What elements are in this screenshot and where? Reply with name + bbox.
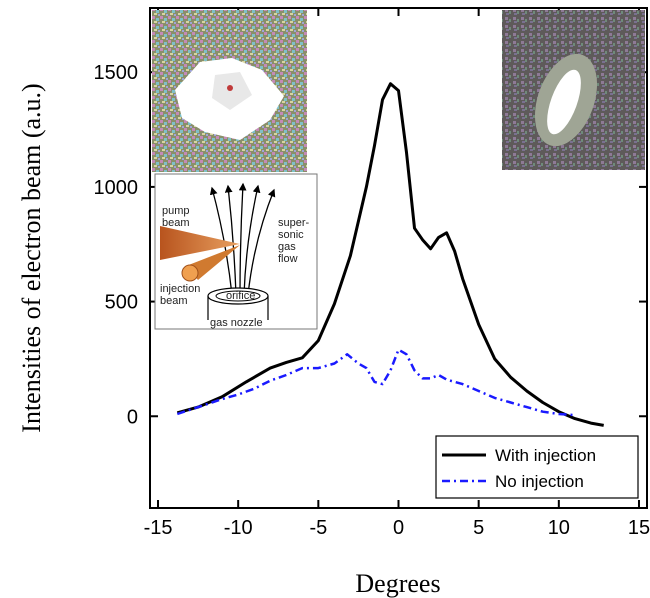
series-layer (176, 82, 604, 427)
pump-beam-label: pump beam (162, 205, 190, 229)
legend: With injection No injection (435, 435, 639, 499)
y-tick-label: 1000 (94, 177, 139, 199)
series-line-with-injection (176, 82, 604, 427)
x-axis: -15 -10 -5 0 5 10 15 (144, 8, 650, 539)
legend-label-no-injection: No injection (495, 472, 584, 491)
x-axis-title: Degrees (355, 569, 440, 598)
x-tick-label: -15 (144, 517, 173, 539)
legend-label-with-injection: With injection (495, 446, 596, 465)
injection-beam-shape (186, 245, 240, 280)
x-tick-label: 10 (548, 517, 570, 539)
y-tick-label: 1500 (94, 62, 139, 84)
pump-beam-shape (160, 226, 240, 260)
x-tick-label: -5 (309, 517, 327, 539)
inset-image-no-injection (502, 10, 645, 170)
setup-schematic: pump beam injection beam super-sonic gas flow o… (154, 173, 318, 330)
x-tick-label: 0 (393, 517, 404, 539)
series-line-no-injection (176, 348, 575, 417)
y-axis-title: Intensities of electron beam (a.u.) (17, 83, 46, 432)
inset-image-with-injection (152, 10, 307, 172)
y-tick-label: 500 (105, 292, 138, 314)
x-tick-label: 5 (473, 517, 484, 539)
y-axis: 0 500 1000 1500 (94, 62, 647, 428)
injection-beam-label: injection beam (160, 283, 200, 307)
orifice-label: orifice (226, 290, 255, 302)
x-tick-label: -10 (224, 517, 253, 539)
gas-flow-label: super-sonic gas flow (278, 217, 310, 265)
gas-nozzle-label: gas nozzle (210, 317, 263, 329)
x-tick-label: 15 (628, 517, 650, 539)
y-tick-label: 0 (127, 406, 138, 428)
